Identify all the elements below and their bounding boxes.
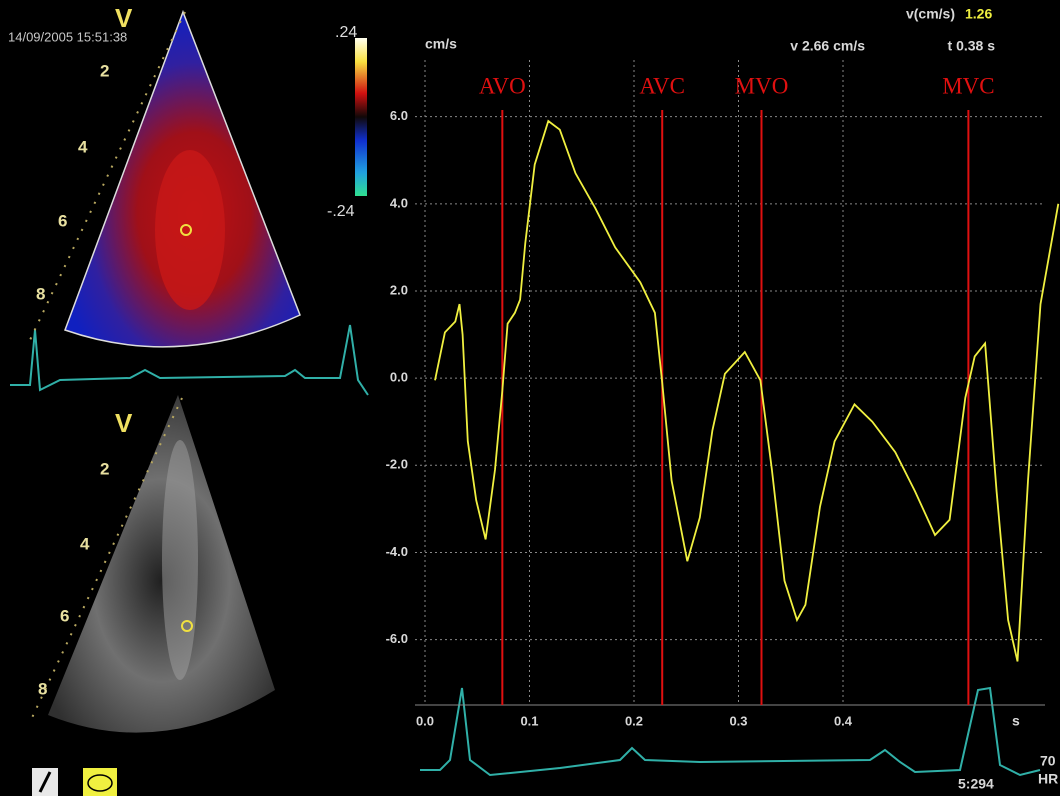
depth-label: 4 [78,137,88,156]
y-tick-label: 0.0 [390,370,408,385]
depth-label: 8 [36,284,45,303]
readout-velocity: v 2.66 cm/s [790,38,865,54]
x-tick-label: 0.2 [625,713,643,728]
ecg-trace [420,688,1040,775]
frame-counter: 5:294 [958,776,994,792]
y-tick-label: -2.0 [386,457,408,472]
event-label: AVO [479,73,526,98]
x-axis-label: s [1012,713,1020,729]
x-tick-label: 0.3 [729,713,747,728]
velocity-line [435,121,1058,661]
y-tick-label: -4.0 [386,544,408,559]
screen: 14/09/2005 15:51:38 V .24 -.24 V 2 4 6 8… [0,0,1060,796]
y-tick-label: 2.0 [390,282,408,297]
scale-top: .24 [335,24,357,41]
y-tick-label: 4.0 [390,195,408,210]
depth-label: 8 [38,679,47,698]
y-tick-label: 6.0 [390,108,408,123]
event-label: AVC [639,73,685,98]
bmode-sector [48,395,275,733]
y-tick-label: -6.0 [386,631,408,646]
depth-label: 2 [100,459,109,478]
bmode-wall [162,440,198,680]
readout-label: v(cm/s) [906,6,955,22]
x-tick-label: 0.4 [834,713,853,728]
y-axis-label: cm/s [425,36,457,52]
heart-rate: 70 [1040,753,1056,769]
scale-bottom: -.24 [327,203,355,220]
depth-label: 6 [60,606,69,625]
timestamp: 14/09/2005 15:51:38 [8,29,127,44]
x-tick-label: 0.1 [520,713,538,728]
readout-time: t 0.38 s [948,38,996,54]
view-marker: V [115,408,133,438]
x-tick-label: 0.0 [416,713,434,728]
view-marker: V [115,3,133,33]
depth-label: 4 [80,534,90,553]
heart-rate-unit: HR [1038,771,1058,787]
event-label: MVC [942,73,994,98]
depth-label: 6 [58,211,67,230]
readout-value: 1.26 [965,6,992,22]
event-label: MVO [735,73,789,98]
depth-label: 2 [100,61,109,80]
color-bar [355,38,367,196]
